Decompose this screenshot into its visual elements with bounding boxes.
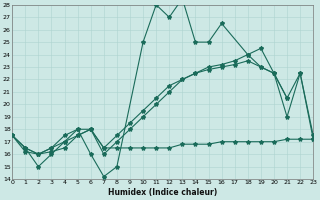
X-axis label: Humidex (Indice chaleur): Humidex (Indice chaleur): [108, 188, 217, 197]
